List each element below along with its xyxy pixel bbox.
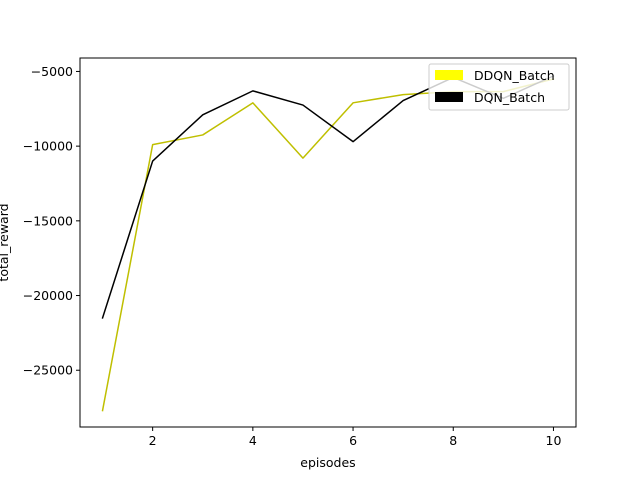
x-axis-label: episodes bbox=[300, 455, 355, 470]
y-tick-label: −20000 bbox=[23, 288, 73, 303]
legend-label-ddqn: DDQN_Batch bbox=[474, 68, 555, 83]
x-tick-label: 10 bbox=[546, 433, 562, 448]
x-axis: 2 4 6 8 10 bbox=[149, 427, 562, 448]
legend-label-dqn: DQN_Batch bbox=[474, 90, 545, 105]
legend: DDQN_Batch DQN_Batch bbox=[428, 63, 570, 111]
y-axis-label: total_reward bbox=[0, 203, 11, 281]
x-tick-label: 2 bbox=[149, 433, 157, 448]
y-tick-label: −15000 bbox=[23, 213, 73, 228]
x-tick-label: 6 bbox=[349, 433, 357, 448]
x-tick-label: 4 bbox=[249, 433, 257, 448]
y-tick-label: −10000 bbox=[23, 139, 73, 154]
x-tick-label: 8 bbox=[449, 433, 457, 448]
y-axis: −25000 −20000 −15000 −10000 −5000 bbox=[23, 64, 80, 378]
legend-swatch-dqn bbox=[435, 92, 463, 102]
plot-frame bbox=[79, 57, 577, 428]
legend-box bbox=[428, 63, 570, 111]
y-tick-label: −25000 bbox=[23, 363, 73, 378]
y-tick-label: −5000 bbox=[31, 64, 73, 79]
plot-background bbox=[80, 58, 576, 427]
legend-swatch-ddqn bbox=[435, 70, 463, 80]
